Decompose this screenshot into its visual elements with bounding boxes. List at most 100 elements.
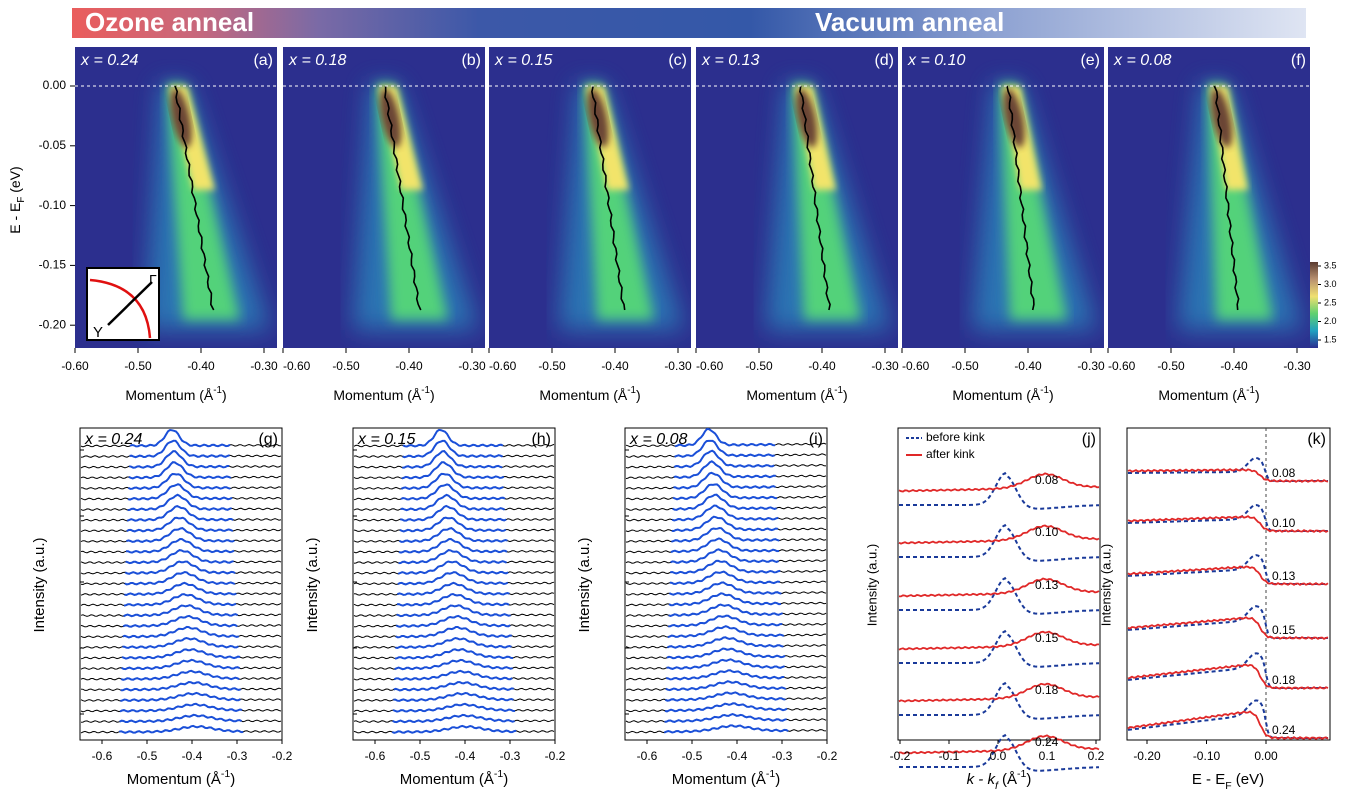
label-part: -1 bbox=[766, 768, 775, 780]
mdc-fit bbox=[670, 559, 781, 575]
mdc-fit bbox=[400, 472, 504, 491]
colorbar-tick-label: 3.5 bbox=[1324, 260, 1337, 270]
mdc-fit bbox=[396, 592, 510, 607]
before-kink-curve bbox=[1127, 652, 1328, 689]
x-tick-label: -0.3 bbox=[227, 749, 248, 763]
curve-label: 0.10 bbox=[1035, 525, 1059, 539]
colorbar-tick-label: 2.0 bbox=[1324, 316, 1337, 326]
mdc-fit bbox=[674, 439, 775, 458]
legend-label: before kink bbox=[926, 430, 986, 444]
panel-frame bbox=[352, 427, 556, 741]
x-axis-label: Momentum (Å-1) bbox=[400, 768, 509, 788]
band-core bbox=[1003, 88, 1025, 148]
x-tick-label: -0.2 bbox=[817, 749, 838, 763]
x-tick-label: -0.40 bbox=[1220, 359, 1248, 373]
dispersion bbox=[1006, 85, 1035, 311]
label-part: Momentum (Å bbox=[127, 771, 221, 788]
mdc-fit bbox=[126, 537, 235, 554]
after-kink-curve bbox=[1127, 710, 1329, 740]
mdc-fit bbox=[129, 439, 230, 459]
x-tick-label: -0.60 bbox=[61, 359, 89, 373]
mdc-fit bbox=[393, 691, 514, 702]
y-axis-label: Intensity (a.u.) bbox=[304, 537, 321, 632]
x-tick-label: -0.30 bbox=[250, 359, 278, 373]
mdc-curve bbox=[353, 648, 555, 660]
y-axis-label: Intensity (a.u.) bbox=[864, 544, 879, 626]
mdc-curve bbox=[625, 625, 827, 639]
band-core bbox=[587, 88, 609, 148]
curve-label: 0.18 bbox=[1035, 683, 1059, 697]
after-kink-curve bbox=[1127, 515, 1329, 533]
mdc-fit bbox=[395, 614, 511, 628]
mdc-fit bbox=[664, 691, 786, 702]
mdc-curve bbox=[625, 615, 827, 628]
dispersion bbox=[1213, 85, 1240, 311]
mdc-fit bbox=[668, 614, 783, 628]
mdc-fit bbox=[668, 603, 783, 617]
panel-frame bbox=[897, 427, 1101, 741]
x-tick-label: -0.6 bbox=[92, 749, 113, 763]
mdc-fit bbox=[396, 604, 511, 618]
y-axis-label: E - EF (eV) bbox=[7, 166, 27, 233]
x-tick-label: -0.4 bbox=[182, 749, 203, 763]
mdc-fit bbox=[666, 658, 785, 670]
arpes-panel bbox=[1108, 47, 1310, 348]
mdc-fit bbox=[125, 549, 234, 565]
mdc-fit bbox=[124, 560, 236, 575]
curve-label: 0.13 bbox=[1035, 578, 1059, 592]
mdc-fit bbox=[669, 570, 781, 585]
curve-label: 0.24 bbox=[1272, 723, 1296, 737]
y-tick-label: -0.20 bbox=[39, 317, 67, 331]
arpes-panel bbox=[283, 47, 485, 348]
mdc-fit bbox=[400, 483, 506, 501]
panel-frame bbox=[624, 427, 828, 741]
mdc-fit bbox=[121, 658, 241, 671]
label-part: Momentum (Å bbox=[539, 387, 628, 403]
after-kink-curve bbox=[899, 577, 1100, 598]
mdc-fit bbox=[394, 658, 513, 671]
x-tick-label: -0.2 bbox=[890, 749, 911, 763]
x-tick-label: -0.30 bbox=[1077, 359, 1105, 373]
panel-label: (c) bbox=[668, 52, 687, 69]
doping-label: x = 0.08 bbox=[1113, 52, 1171, 69]
mdc-fit bbox=[665, 669, 785, 681]
panel-frame bbox=[1126, 427, 1331, 741]
mdc-curve bbox=[625, 636, 827, 649]
before-kink-curve bbox=[899, 471, 1099, 510]
x-tick-label: -0.2 bbox=[272, 749, 293, 763]
mdc-fit bbox=[664, 713, 787, 723]
mdc-fit bbox=[398, 527, 508, 543]
mdc-fit bbox=[120, 691, 241, 703]
mdc-fit bbox=[400, 504, 507, 522]
x-tick-label: -0.6 bbox=[637, 749, 658, 763]
mdc-fit bbox=[392, 702, 516, 713]
mdc-fit bbox=[664, 702, 788, 713]
mdc-fit bbox=[673, 449, 775, 469]
mdc-fit bbox=[392, 713, 515, 724]
doping-label: x = 0.15 bbox=[494, 52, 552, 69]
label-part: ) bbox=[503, 771, 508, 788]
x-tick-label: -0.20 bbox=[1133, 749, 1161, 763]
after-kink-curve bbox=[1127, 468, 1329, 483]
after-kink-curve bbox=[1127, 565, 1329, 586]
inset-label: Y bbox=[93, 324, 103, 341]
x-tick-label: -0.3 bbox=[772, 749, 793, 763]
mdc-fit bbox=[400, 493, 506, 512]
label-part: (eV) bbox=[7, 166, 23, 196]
label-part: -1 bbox=[221, 768, 230, 780]
x-axis-label: k - kf (Å-1) bbox=[967, 768, 1032, 792]
mdc-fit bbox=[397, 560, 509, 575]
x-axis-label: Momentum (Å-1) bbox=[333, 385, 434, 403]
mdc-fit bbox=[127, 472, 231, 490]
x-tick-label: -0.50 bbox=[332, 359, 360, 373]
mdc-fit bbox=[663, 724, 789, 734]
mdc-fit bbox=[127, 493, 232, 512]
label-part: f bbox=[995, 780, 999, 792]
label-part: k - k bbox=[967, 771, 997, 788]
before-kink-curve bbox=[1127, 699, 1328, 739]
mdc-fit bbox=[391, 724, 517, 734]
curve-label: 0.08 bbox=[1272, 466, 1296, 480]
after-kink-curve bbox=[898, 734, 1100, 755]
mdc-fit bbox=[673, 471, 776, 490]
x-tick-label: -0.10 bbox=[1193, 749, 1221, 763]
